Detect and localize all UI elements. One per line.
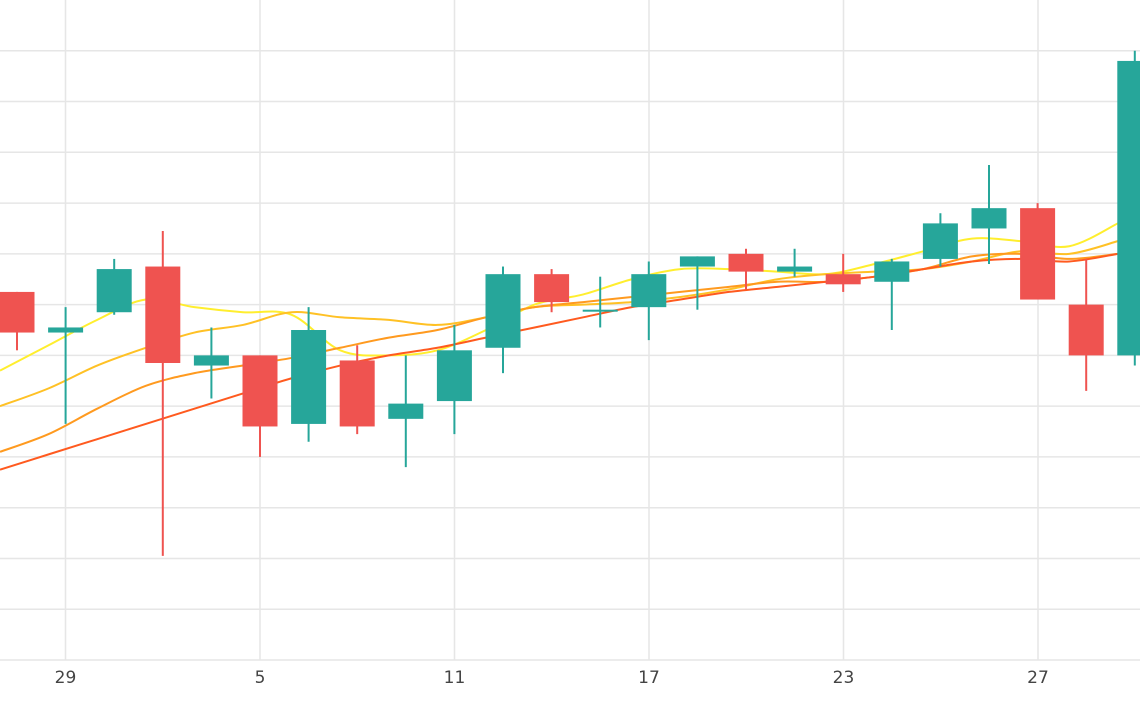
candle [436, 324, 472, 435]
candle-body [825, 274, 861, 285]
x-tick-label: 11 [444, 668, 466, 688]
x-axis: 29 5 11 17 23 27 [55, 668, 1049, 688]
moving-average-line [0, 252, 1118, 471]
candle-body [339, 360, 375, 427]
candle-body [777, 266, 813, 272]
candle-body [1068, 304, 1104, 356]
candle-body [1020, 208, 1056, 300]
x-tick-label: 29 [55, 668, 77, 688]
candle [291, 307, 327, 442]
candle-body [242, 355, 278, 427]
x-tick-label: 5 [255, 668, 266, 688]
candle-body [679, 256, 715, 267]
candle-body [582, 309, 618, 312]
candle [485, 266, 521, 374]
candle [679, 256, 715, 310]
candle [193, 327, 229, 399]
candle-body [971, 208, 1007, 229]
candle-body [631, 274, 667, 308]
candle [1068, 258, 1104, 391]
candle [145, 231, 181, 556]
x-tick-label: 27 [1027, 668, 1049, 688]
candle-body [291, 330, 327, 424]
candle [388, 355, 424, 468]
candle [825, 253, 861, 292]
candle-body [436, 350, 472, 402]
candle [534, 269, 570, 313]
candle [1020, 203, 1056, 300]
candle [728, 248, 764, 290]
candle-body [485, 274, 521, 348]
candle-body [874, 261, 910, 282]
x-tick-label: 23 [833, 668, 855, 688]
candle-body [145, 266, 181, 363]
candle-body [96, 269, 132, 313]
candle [582, 276, 618, 328]
candle [0, 291, 35, 351]
candle-body [922, 223, 958, 259]
candle [971, 165, 1007, 264]
candle [777, 248, 813, 277]
candle [339, 345, 375, 435]
candle-body [534, 274, 570, 303]
candle [242, 355, 278, 457]
candle [1117, 50, 1140, 366]
candle-body [1117, 60, 1140, 356]
candle-layer [0, 50, 1140, 556]
candle-body [0, 291, 35, 333]
candle-body [728, 253, 764, 272]
candle-body [48, 327, 84, 333]
candle [922, 213, 958, 267]
x-tick-label: 17 [638, 668, 660, 688]
candle [96, 258, 132, 315]
candle-body [193, 355, 229, 366]
candle [874, 258, 910, 330]
candle [48, 307, 84, 424]
candle [631, 261, 667, 341]
candle-body [388, 403, 424, 419]
